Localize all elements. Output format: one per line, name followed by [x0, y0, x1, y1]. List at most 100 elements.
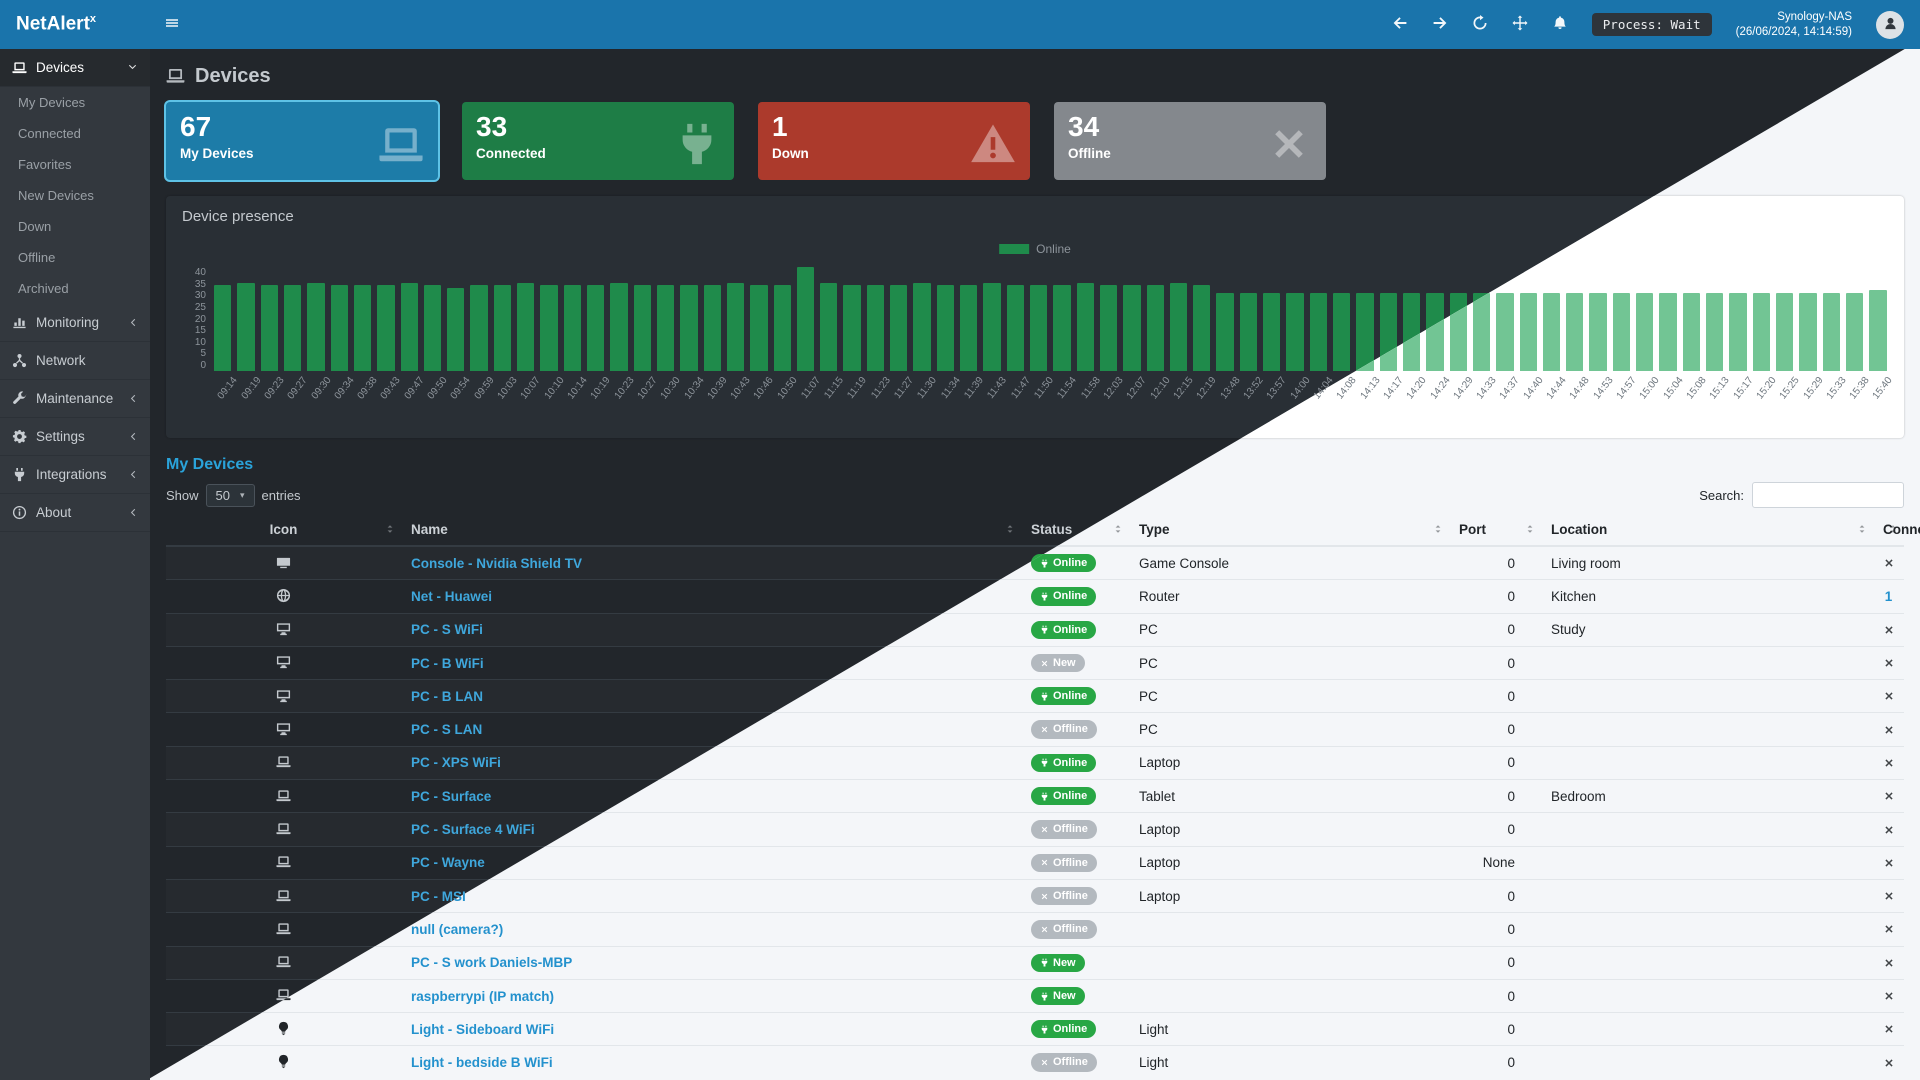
summary-card-connected[interactable]: 33 Connected: [462, 102, 734, 180]
network-icon: [12, 353, 27, 368]
summary-card-offline[interactable]: 34 Offline: [1054, 102, 1326, 180]
no-connections-icon: [1883, 1023, 1895, 1037]
device-location: [1541, 945, 1873, 980]
sidebar-subitem-my-devices[interactable]: My Devices: [18, 95, 86, 110]
device-link[interactable]: PC - S LAN: [411, 722, 483, 738]
maintenance-icon: [12, 391, 27, 406]
sidebar-item-monitoring[interactable]: Monitoring: [0, 304, 150, 342]
desktop-icon: [276, 655, 291, 672]
sidebar-subitem-archived[interactable]: Archived: [18, 281, 69, 296]
chart-bar: [1286, 293, 1304, 371]
warning-icon: [970, 118, 1016, 172]
device-port: None: [1449, 845, 1541, 880]
y-tick-label: 30: [194, 290, 206, 302]
device-link[interactable]: null (camera?): [411, 921, 504, 937]
device-port: 0: [1449, 545, 1541, 580]
chart-bar: [1869, 290, 1887, 371]
search-label: Search:: [1699, 487, 1744, 503]
sidebar-subitem-new-devices[interactable]: New Devices: [18, 188, 94, 203]
nav-move-icon[interactable]: [1512, 15, 1528, 34]
chart-bar: [1682, 293, 1700, 371]
summary-card-my-devices[interactable]: 67 My Devices: [166, 102, 438, 180]
summary-card-down[interactable]: 1 Down: [758, 102, 1030, 180]
sidebar-item-network[interactable]: Network: [0, 342, 150, 380]
device-link[interactable]: PC - B LAN: [411, 688, 483, 704]
chart-bar: [1216, 293, 1234, 371]
device-type: PC: [1129, 679, 1449, 713]
device-link[interactable]: PC - Surface: [411, 788, 492, 804]
device-location: [1541, 878, 1873, 913]
nav-arrow-right-icon[interactable]: [1432, 15, 1448, 34]
chart-legend[interactable]: Online: [999, 242, 1071, 256]
sidebar-subitem-connected[interactable]: Connected: [18, 126, 81, 141]
device-port: 0: [1449, 645, 1541, 680]
nav-refresh-icon[interactable]: [1472, 15, 1488, 34]
card-value: 33: [476, 111, 508, 142]
device-link[interactable]: Net - Huawei: [411, 588, 493, 604]
show-label: Show: [166, 487, 199, 503]
device-link[interactable]: PC - S WiFi: [411, 622, 483, 638]
device-link[interactable]: Light - bedside B WiFi: [411, 1055, 553, 1071]
device-link[interactable]: PC - S work Daniels-MBP: [411, 955, 573, 971]
app-logo[interactable]: NetAlertx: [0, 13, 150, 35]
device-location: Bedroom: [1541, 779, 1873, 813]
user-avatar[interactable]: [1876, 10, 1904, 39]
entries-select[interactable]: 50 ▾: [205, 483, 255, 507]
column-header-type[interactable]: Type: [1129, 514, 1449, 547]
device-link[interactable]: PC - B WiFi: [411, 655, 484, 671]
column-header-icon[interactable]: Icon: [166, 514, 401, 547]
column-header-location[interactable]: Location: [1541, 514, 1873, 547]
menu-toggle-icon[interactable]: [164, 16, 180, 33]
y-tick-label: 20: [194, 313, 206, 325]
column-header-connections[interactable]: Connections: [1873, 514, 1920, 547]
device-link[interactable]: PC - XPS WiFi: [411, 755, 501, 771]
card-value: 67: [180, 111, 212, 142]
device-type: PC: [1129, 645, 1449, 680]
nav-arrow-left-icon[interactable]: [1392, 15, 1408, 34]
connections-link[interactable]: 1: [1884, 588, 1893, 604]
sidebar-subitem-down[interactable]: Down: [18, 219, 52, 234]
device-link[interactable]: Console - Nvidia Shield TV: [411, 555, 583, 571]
sidebar-item-integrations[interactable]: Integrations: [0, 456, 150, 494]
device-link[interactable]: PC - Surface 4 WiFi: [411, 822, 535, 838]
no-connections-icon: [1883, 690, 1895, 704]
chart-bar: [493, 285, 512, 371]
sidebar-item-settings[interactable]: Settings: [0, 418, 150, 456]
device-type: Router: [1129, 579, 1449, 614]
sidebar-item-label: About: [36, 505, 72, 520]
device-port: 0: [1449, 978, 1541, 1013]
sidebar-item-maintenance[interactable]: Maintenance: [0, 380, 150, 418]
device-port: 0: [1449, 945, 1541, 980]
nav-bell-icon[interactable]: [1552, 15, 1568, 34]
chart-bar: [796, 267, 815, 371]
device-link[interactable]: Light - Sideboard WiFi: [411, 1021, 555, 1037]
chevron-left-icon: [127, 507, 138, 518]
y-tick-label: 40: [194, 267, 206, 278]
sidebar-item-devices[interactable]: Devices: [0, 49, 150, 87]
device-type: Tablet: [1129, 779, 1449, 813]
chart-bar: [1146, 285, 1164, 371]
sidebar-subitem-offline[interactable]: Offline: [18, 250, 56, 265]
device-port: 0: [1449, 612, 1541, 647]
chart-bar: [703, 285, 721, 371]
chart-bar: [330, 285, 348, 371]
sort-icon: [1432, 523, 1444, 537]
sidebar-subitem-favorites[interactable]: Favorites: [18, 157, 72, 172]
status-badge: Online: [1031, 587, 1097, 606]
card-label: My Devices: [180, 145, 254, 161]
column-header-port[interactable]: Port: [1449, 514, 1541, 547]
search-input[interactable]: [1752, 482, 1904, 508]
device-link[interactable]: PC - Wayne: [411, 855, 485, 871]
sidebar-item-about[interactable]: About: [0, 494, 150, 532]
card-label: Connected: [476, 145, 546, 161]
device-link[interactable]: PC - MSI: [411, 888, 466, 904]
device-link[interactable]: raspberrypi (IP match): [411, 988, 555, 1004]
no-connections-icon: [1883, 790, 1895, 804]
status-badge: Offline: [1031, 1053, 1097, 1072]
device-port: 0: [1449, 878, 1541, 913]
column-header-name[interactable]: Name: [401, 514, 1021, 547]
no-connections-icon: [1883, 990, 1895, 1004]
chart-bar: [563, 285, 581, 371]
chart-bar: [773, 285, 791, 371]
